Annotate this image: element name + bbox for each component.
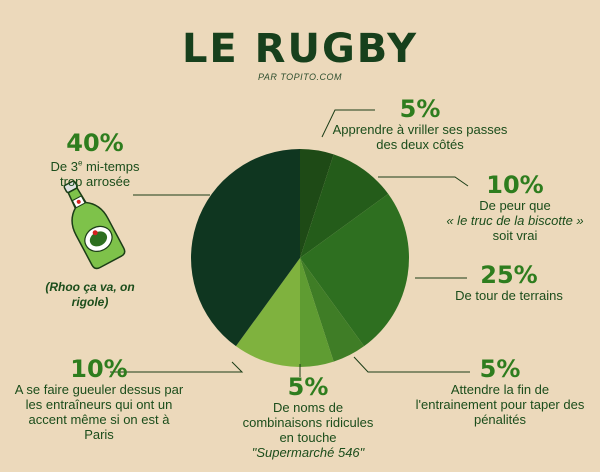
slice-pct-2: 10% xyxy=(486,171,544,199)
slice-desc-5-line2: combinaisons ridicules xyxy=(242,415,374,430)
leader-line-2 xyxy=(378,176,469,187)
slice-label-2: 10% De peur que « le truc de la biscotte… xyxy=(440,172,590,243)
aside-note: (Rhoo ça va, on rigole) xyxy=(45,280,135,309)
slice-desc-5-line4: "Supermarché 546" xyxy=(251,445,365,460)
pie-slice-2 xyxy=(300,154,389,258)
slice-desc-3: De tour de terrains xyxy=(455,288,563,303)
slice-label-6: 10% A se faire gueuler dessus par les en… xyxy=(14,356,184,442)
pie-slice-4 xyxy=(300,258,365,362)
slice-desc-5: De noms de combinaisons ridicules en tou… xyxy=(228,400,388,460)
leader-line-4 xyxy=(353,356,470,373)
slice-pct-5: 5% xyxy=(287,373,329,401)
slice-label-5: 5% De noms de combinaisons ridicules en … xyxy=(228,374,388,460)
slice-desc-2: De peur que « le truc de la biscotte » s… xyxy=(440,198,590,243)
slice-pct-1: 5% xyxy=(399,95,441,123)
slice-desc-7-line2: trop arrosée xyxy=(59,174,131,190)
page-title: LE RUGBY xyxy=(181,26,419,72)
pie-slice-1 xyxy=(300,149,334,258)
slice-label-3: 25% De tour de terrains xyxy=(436,262,582,303)
slice-desc-4: Attendre la fin de l'entrainement pour t… xyxy=(415,382,585,427)
beer-bottle-icon xyxy=(63,180,126,270)
page-subtitle: PAR TOPITO.COM xyxy=(257,72,342,82)
pie-slice-6 xyxy=(235,258,300,367)
slice-desc-2-line3: soit vrai xyxy=(492,228,538,243)
slice-pct-4: 5% xyxy=(479,355,521,383)
slice-label-7: 40% De 3e mi-temps trop arrosée xyxy=(20,130,170,189)
leader-line-1 xyxy=(321,109,375,138)
slice-desc-5-line1: De noms de xyxy=(272,400,344,415)
slice-label-4: 5% Attendre la fin de l'entrainement pou… xyxy=(410,356,590,427)
slice-desc-6: A se faire gueuler dessus par les entraî… xyxy=(14,382,184,442)
slice-pct-3: 25% xyxy=(480,261,538,289)
leader-line-6 xyxy=(110,361,244,373)
slice-desc-2-line1: De peur que xyxy=(479,198,551,213)
slice-desc-2-line2: « le truc de la biscotte » xyxy=(446,213,584,228)
pie-slice-7 xyxy=(191,149,300,347)
pie-slice-3 xyxy=(300,193,409,347)
slice-pct-6: 10% xyxy=(70,355,128,383)
pie-slice-5 xyxy=(300,258,334,367)
slice-desc-1: Apprendre à vriller ses passes des deux … xyxy=(332,122,508,152)
slice-desc-7-line1: De 3e mi-temps xyxy=(50,159,140,175)
slice-pct-7: 40% xyxy=(66,129,124,157)
slice-desc-7: De 3e mi-temps trop arrosée xyxy=(20,156,170,189)
slice-label-1: 5% Apprendre à vriller ses passes des de… xyxy=(330,96,510,152)
slice-desc-5-line3: en touche xyxy=(279,430,337,445)
